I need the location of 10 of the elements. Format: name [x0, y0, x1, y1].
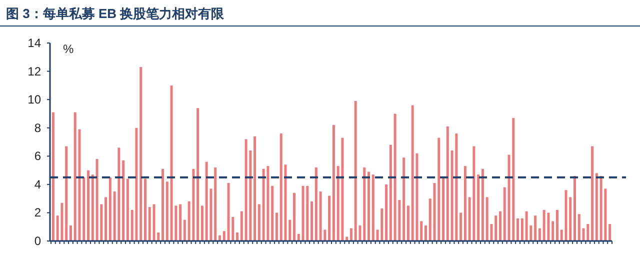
y-tick-label: 0: [34, 234, 42, 248]
y-tick-label: 10: [28, 92, 42, 107]
y-tick-label: 12: [28, 64, 42, 78]
y-tick-label: 4: [34, 177, 42, 192]
y-tick-label: 14: [28, 36, 42, 50]
y-tick-label: 8: [34, 120, 42, 135]
y-tick-label: 2: [34, 206, 42, 220]
y-tick-label: 6: [34, 149, 42, 164]
y-axis-title: %: [63, 42, 74, 56]
chart-title: 图 3：每单私募 EB 换股笔力相对有限: [6, 6, 226, 21]
